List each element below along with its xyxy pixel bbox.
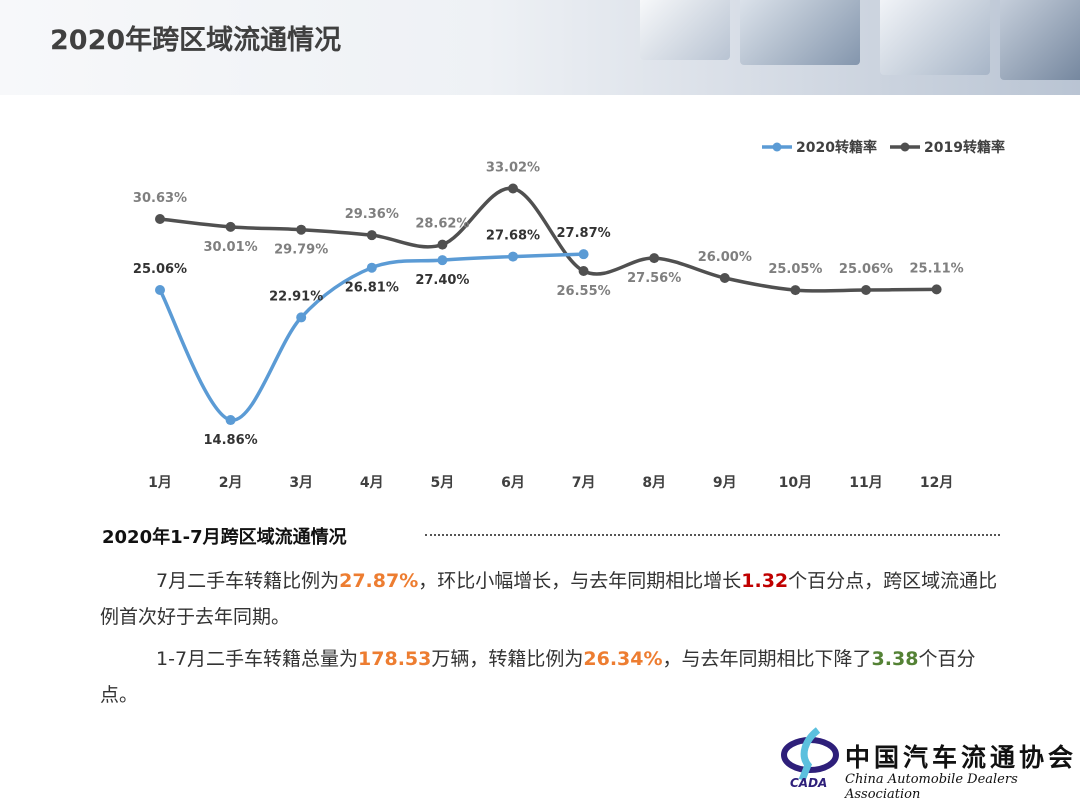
legend-marker	[900, 142, 910, 152]
data-label: 22.91%	[269, 289, 323, 304]
data-point	[578, 249, 589, 260]
data-label: 25.06%	[839, 262, 893, 277]
data-point	[790, 285, 801, 296]
data-point	[296, 312, 307, 323]
x-tick-label: 2月	[219, 475, 243, 491]
header-banner: 2020年跨区域流通情况	[0, 0, 1080, 95]
data-label: 27.68%	[486, 229, 540, 244]
paragraph-2: 1-7月二手车转籍总量为178.53万辆，转籍比例为26.34%，与去年同期相比…	[100, 648, 976, 706]
x-tick-label: 11月	[849, 475, 882, 491]
data-label: 27.87%	[557, 226, 611, 241]
data-point	[931, 284, 942, 295]
series-line-0	[158, 252, 584, 422]
logo-text-cn: 中国汽车流通协会	[845, 743, 1078, 772]
data-label: 29.79%	[274, 243, 328, 258]
data-point	[225, 415, 236, 426]
x-tick-label: 3月	[289, 475, 313, 491]
data-point	[437, 255, 448, 266]
x-tick-label: 4月	[360, 475, 384, 491]
data-label: 28.62%	[415, 217, 469, 232]
x-tick-label: 6月	[501, 475, 525, 491]
legend-label: 2020转籍率	[796, 139, 877, 156]
line-chart: 30.63% 30.01% 29.79% 29.36% 28.62% 33.02% 26.5…	[133, 139, 1005, 491]
data-label: 25.05%	[768, 262, 822, 277]
data-label: 29.36%	[345, 207, 399, 222]
x-tick-label: 9月	[713, 475, 737, 491]
legend-label: 2019转籍率	[924, 139, 1005, 156]
decorative-cube	[1000, 0, 1080, 80]
data-label: 26.00%	[698, 250, 752, 265]
decorative-cube	[880, 0, 990, 75]
data-point	[155, 213, 165, 224]
x-tick-label: 1月	[148, 475, 172, 491]
data-label: 27.56%	[627, 271, 681, 286]
data-label: 33.02%	[486, 161, 540, 176]
data-label: 25.06%	[133, 262, 187, 277]
data-point	[366, 262, 377, 273]
data-point	[225, 221, 236, 232]
data-point	[649, 253, 660, 264]
cada-logo: CADA	[781, 727, 839, 790]
x-tick-label: 10月	[779, 475, 812, 491]
svg-text:CADA: CADA	[790, 776, 827, 790]
data-label: 14.86%	[204, 433, 258, 448]
x-tick-label: 7月	[572, 475, 596, 491]
x-tick-label: 12月	[920, 475, 953, 491]
section-heading: 2020年1-7月跨区域流通情况	[102, 527, 347, 548]
data-point	[366, 230, 377, 241]
data-point	[861, 285, 871, 295]
page-title: 2020年跨区域流通情况	[50, 25, 342, 56]
x-tick-label: 8月	[642, 475, 666, 491]
paragraph-1: 7月二手车转籍比例为27.87%，环比小幅增长，与去年同期相比增长1.32个百分…	[100, 570, 998, 628]
data-point	[508, 183, 518, 194]
data-label: 30.63%	[133, 191, 187, 206]
data-label: 26.81%	[345, 281, 399, 296]
data-point	[578, 266, 589, 277]
data-point	[155, 285, 165, 295]
dotted-divider	[425, 534, 1000, 536]
data-point	[508, 251, 518, 262]
decorative-cube	[740, 0, 860, 65]
legend-marker	[772, 142, 782, 152]
data-label: 30.01%	[204, 240, 258, 255]
decorative-cube	[640, 0, 730, 60]
logo-text-en: China Automobile Dealers Association	[845, 772, 1018, 802]
data-point	[719, 273, 730, 284]
data-point	[437, 239, 448, 250]
data-point	[296, 224, 307, 235]
data-label: 27.40%	[415, 273, 469, 288]
data-label: 25.11%	[910, 261, 964, 276]
x-tick-label: 5月	[431, 475, 455, 491]
data-label: 26.55%	[557, 284, 611, 299]
